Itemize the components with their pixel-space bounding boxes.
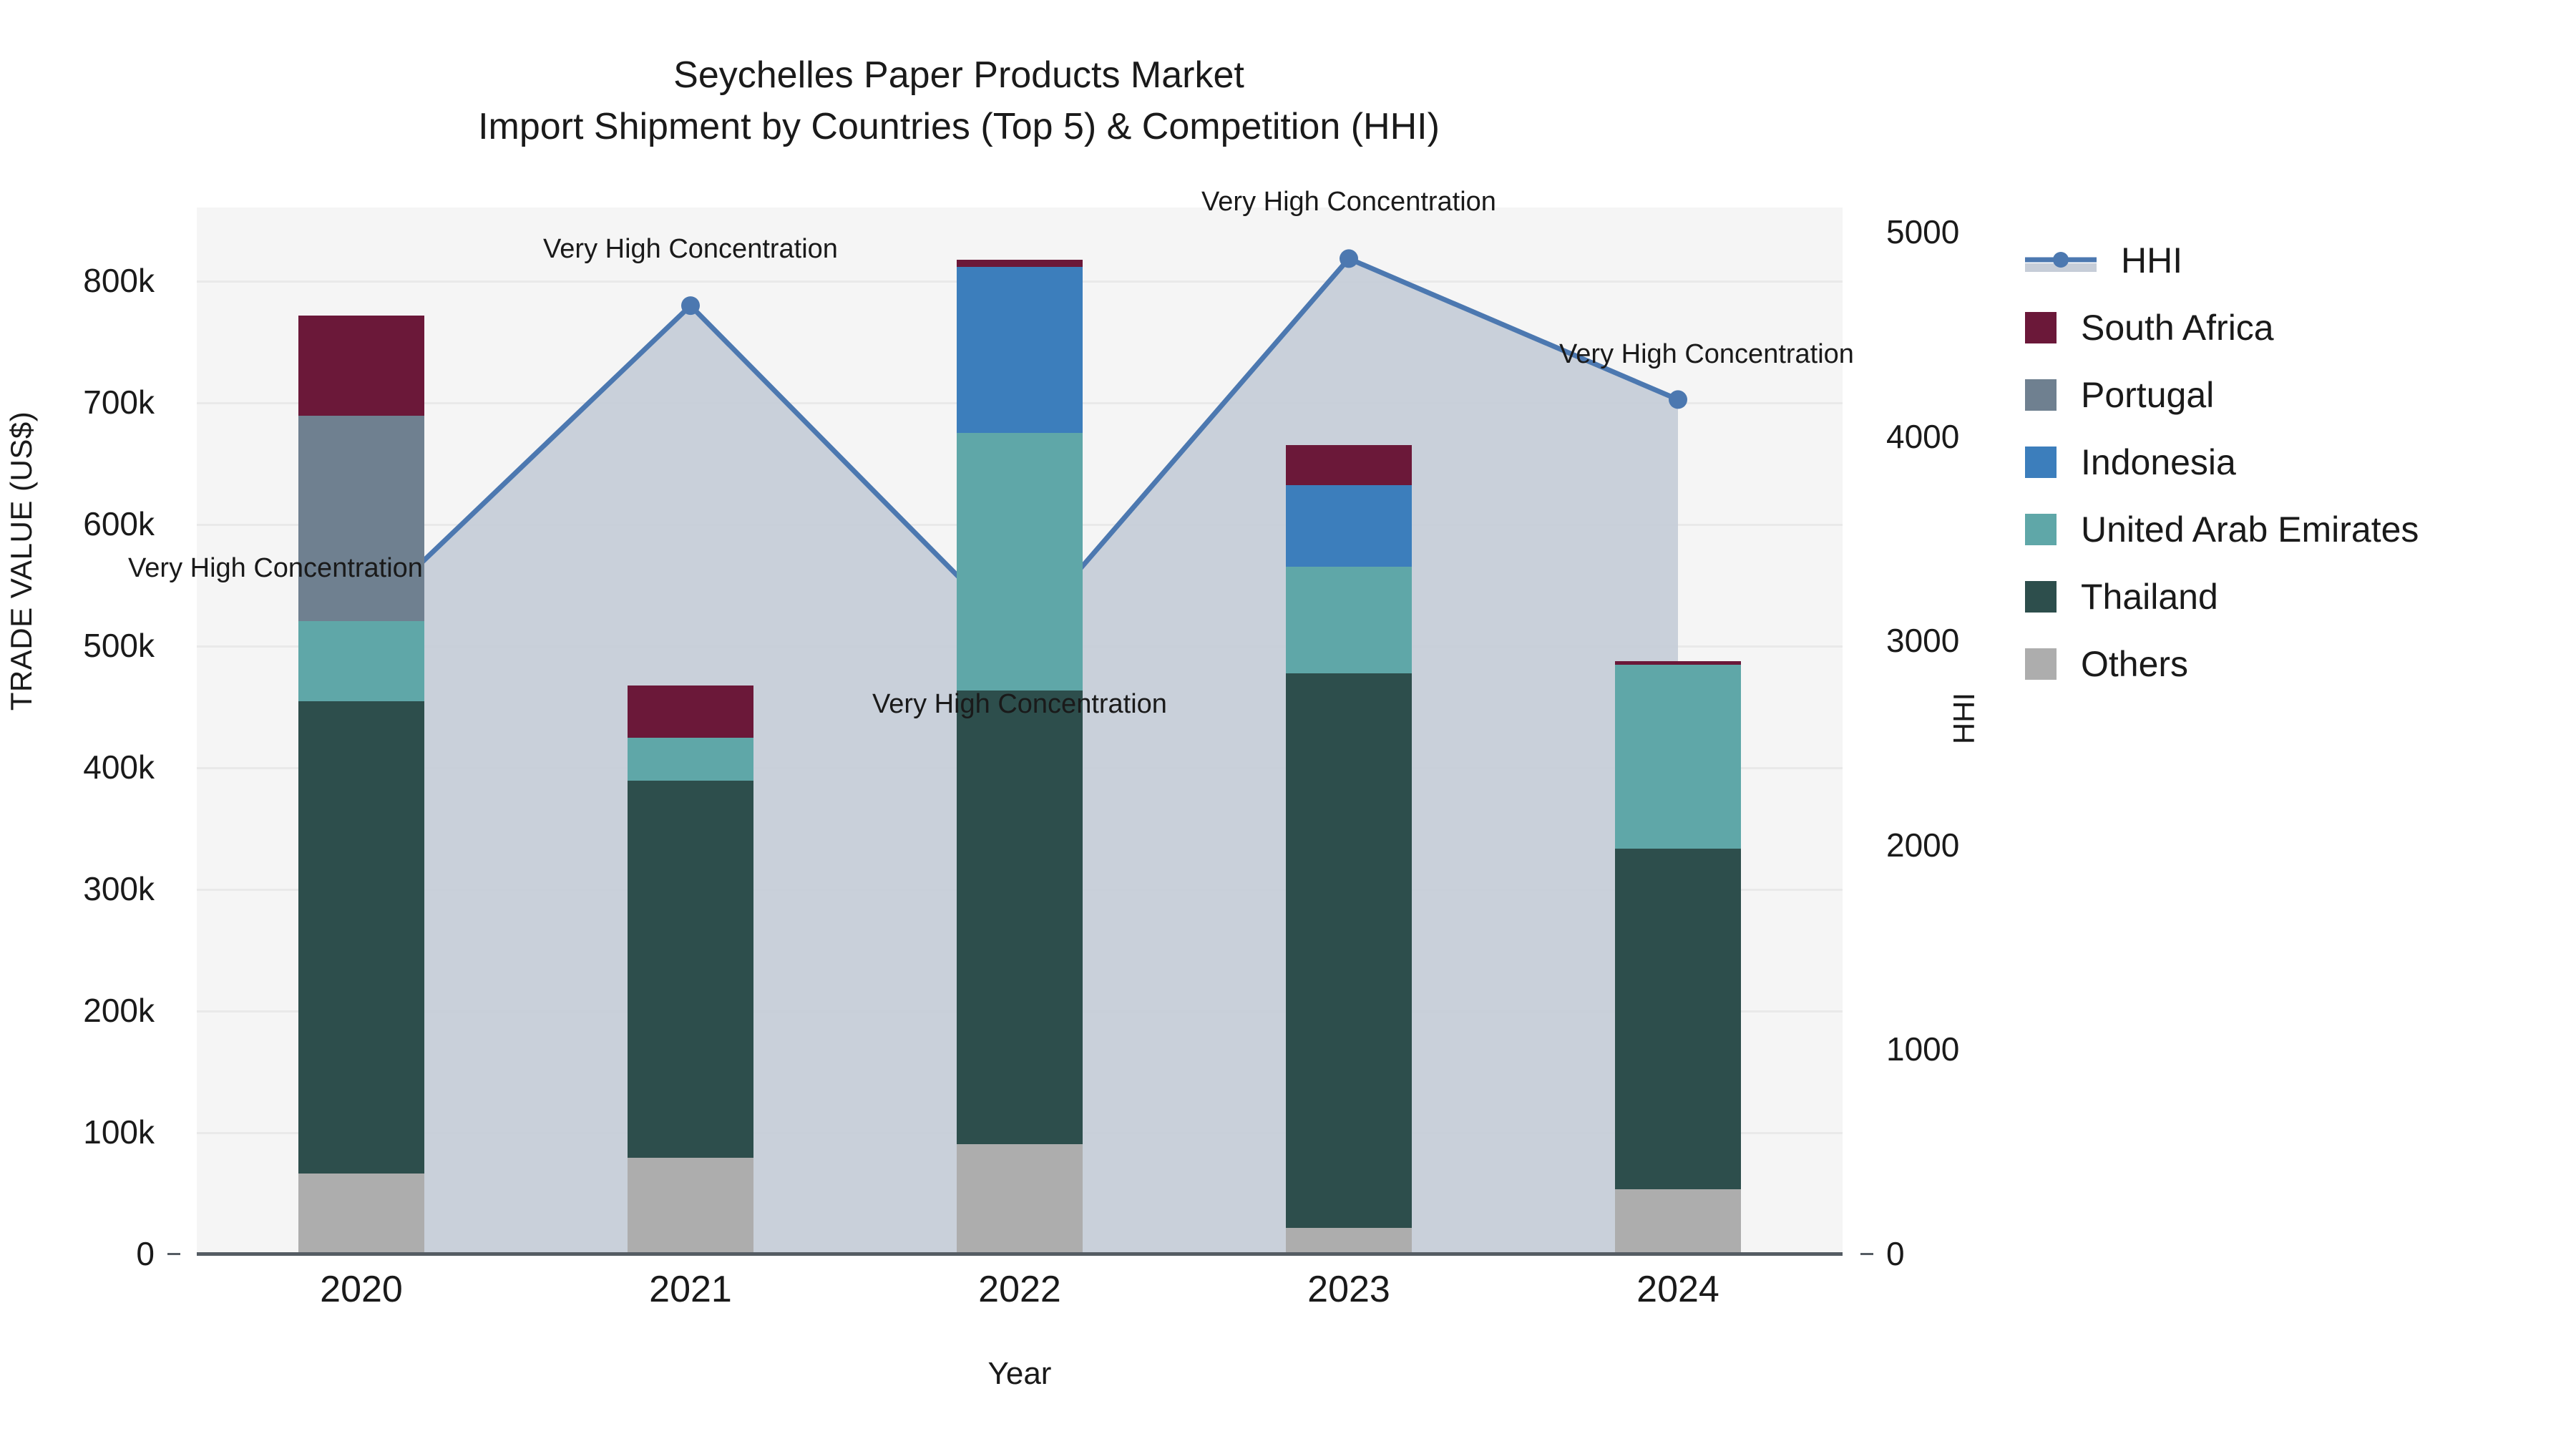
legend-item-thailand[interactable]: Thailand [2025, 572, 2526, 621]
bar-segment-south-africa[interactable] [957, 260, 1083, 268]
legend-label: United Arab Emirates [2081, 509, 2419, 550]
legend-label: Indonesia [2081, 442, 2236, 482]
legend-item-indonesia[interactable]: Indonesia [2025, 438, 2526, 487]
bar-segment-united-arab-emirates[interactable] [1615, 665, 1741, 849]
legend-swatch-icon [2025, 312, 2057, 343]
legend-swatch-icon [2025, 379, 2057, 411]
legend-label: HHI [2121, 240, 2183, 280]
bar-segment-south-africa[interactable] [298, 316, 424, 416]
bar-segment-others[interactable] [628, 1157, 753, 1254]
y-tick-left-mark [167, 1131, 180, 1133]
y-tick-right-label: 3000 [1886, 622, 1960, 660]
y-tick-left-label: 300k [83, 870, 155, 907]
bar-segment-united-arab-emirates[interactable] [957, 432, 1083, 691]
legend: HHI South Africa Portugal Indonesia United A… [2025, 236, 2526, 707]
y-tick-right-label: 1000 [1886, 1030, 1960, 1068]
y-tick-left-label: 800k [83, 262, 155, 299]
legend-swatch-icon [2025, 447, 2057, 478]
annotation-2024: Very High Concentration [1559, 339, 1854, 370]
y-tick-left-label: 200k [83, 992, 155, 1029]
legend-label: South Africa [2081, 308, 2274, 348]
bar-segment-others[interactable] [298, 1173, 424, 1254]
chart-title-line-1: Seychelles Paper Products Market [673, 54, 1244, 96]
legend-label: Portugal [2081, 375, 2215, 415]
annotation-2023: Very High Concentration [1201, 187, 1496, 218]
chart-title: Seychelles Paper Products Market Import … [0, 50, 1918, 153]
y-axis-left-ticks: 0 100k 200k 300k 400k 500k 600k 700k 800k [0, 0, 180, 1449]
legend-item-others[interactable]: Others [2025, 640, 2526, 688]
x-tick-label-2023: 2023 [1307, 1269, 1390, 1310]
bar-segment-united-arab-emirates[interactable] [298, 621, 424, 702]
bar-segment-united-arab-emirates[interactable] [1286, 566, 1412, 674]
y-tick-left-mark [167, 1253, 180, 1255]
y-tick-right-mark [1860, 1253, 1873, 1255]
y-tick-right-mark [1860, 844, 1873, 847]
y-tick-right-mark [1860, 231, 1873, 233]
bar-segment-portugal[interactable] [298, 415, 424, 621]
bar-segment-thailand[interactable] [628, 780, 753, 1158]
y-tick-left-label: 700k [83, 384, 155, 421]
bar-segment-others[interactable] [1615, 1189, 1741, 1254]
y-tick-left-label: 0 [136, 1235, 155, 1272]
legend-swatch-icon [2025, 648, 2057, 680]
bar-segment-united-arab-emirates[interactable] [628, 738, 753, 781]
bar-segment-thailand[interactable] [1286, 673, 1412, 1229]
y-tick-left-mark [167, 401, 180, 404]
hhi-marker-2021[interactable] [681, 296, 700, 316]
y-tick-right-label: 2000 [1886, 826, 1960, 864]
y-tick-left-mark [167, 888, 180, 890]
annotation-2021: Very High Concentration [543, 234, 838, 265]
x-tick-label-2020: 2020 [320, 1269, 403, 1310]
bar-segment-indonesia[interactable] [957, 267, 1083, 433]
legend-item-south-africa[interactable]: South Africa [2025, 303, 2526, 352]
y-tick-left-label: 400k [83, 748, 155, 786]
y-tick-right-label: 5000 [1886, 213, 1960, 251]
y-tick-right-label: 0 [1886, 1235, 1905, 1272]
bar-segment-others[interactable] [957, 1144, 1083, 1254]
y-tick-right-label: 4000 [1886, 417, 1960, 455]
stacked-bars [197, 208, 1843, 1254]
hhi-marker-2023[interactable] [1340, 249, 1358, 268]
y-tick-left-mark [167, 1010, 180, 1012]
annotation-2022: Very High Concentration [872, 688, 1167, 719]
y-tick-left-label: 500k [83, 627, 155, 664]
legend-label: Thailand [2081, 577, 2218, 617]
y-tick-left-mark [167, 523, 180, 525]
legend-label: Others [2081, 644, 2189, 684]
y-axis-right-ticks: 0 1000 2000 3000 4000 5000 [1860, 0, 2075, 1449]
y-axis-right-label: HHI [1947, 692, 1981, 745]
legend-item-portugal[interactable]: Portugal [2025, 371, 2526, 419]
bar-segment-south-africa[interactable] [628, 686, 753, 738]
bar-segment-south-africa[interactable] [1286, 444, 1412, 485]
legend-item-hhi[interactable]: HHI [2025, 236, 2526, 285]
y-tick-left-mark [167, 766, 180, 769]
x-tick-label-2024: 2024 [1636, 1269, 1719, 1310]
bar-segment-south-africa[interactable] [1615, 661, 1741, 665]
y-tick-right-mark [1860, 640, 1873, 642]
y-tick-left-mark [167, 645, 180, 647]
y-tick-left-label: 600k [83, 505, 155, 542]
annotation-2020: Very High Concentration [128, 552, 423, 583]
y-tick-right-mark [1860, 436, 1873, 438]
legend-line-marker-icon [2025, 245, 2097, 276]
y-tick-left-mark [167, 280, 180, 282]
x-tick-label-2021: 2021 [649, 1269, 732, 1310]
bar-segment-indonesia[interactable] [1286, 484, 1412, 567]
bar-segment-thailand[interactable] [298, 701, 424, 1174]
y-tick-right-mark [1860, 1048, 1873, 1050]
bar-segment-others[interactable] [1286, 1228, 1412, 1254]
bar-segment-thailand[interactable] [957, 690, 1083, 1144]
legend-swatch-icon [2025, 514, 2057, 545]
bar-segment-thailand[interactable] [1615, 848, 1741, 1189]
x-axis-label: Year [987, 1356, 1052, 1391]
x-axis-line [197, 1252, 1843, 1256]
x-tick-label-2022: 2022 [978, 1269, 1061, 1310]
chart-title-line-2: Import Shipment by Countries (Top 5) & C… [478, 105, 1440, 147]
y-tick-left-label: 100k [83, 1113, 155, 1151]
y-axis-left-label: TRADE VALUE (US$) [4, 411, 38, 711]
legend-item-united-arab-emirates[interactable]: United Arab Emirates [2025, 505, 2526, 554]
hhi-marker-2024[interactable] [1669, 390, 1687, 409]
legend-swatch-icon [2025, 581, 2057, 613]
